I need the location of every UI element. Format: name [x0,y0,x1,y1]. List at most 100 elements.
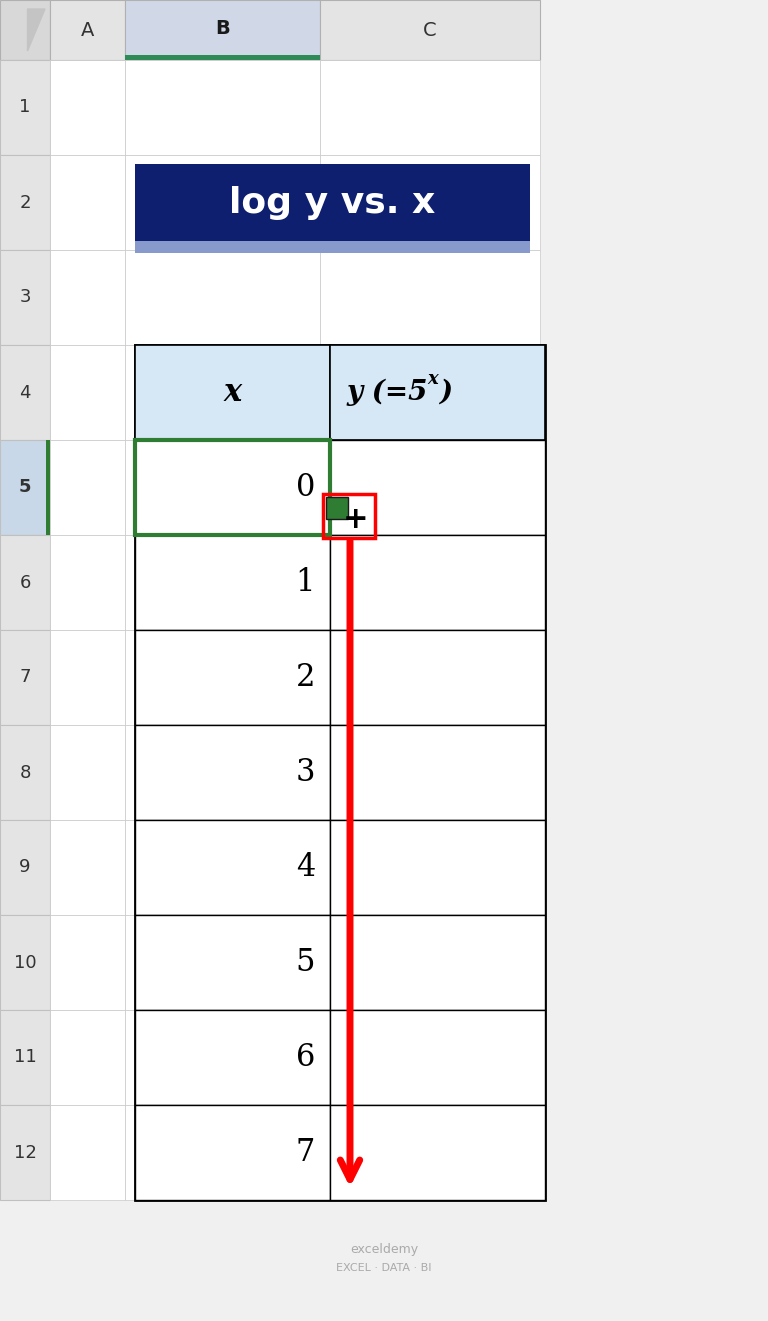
Polygon shape [28,9,45,52]
Text: C: C [423,21,437,40]
Bar [125,820,320,915]
Bar [320,535,540,630]
Text: 5: 5 [296,947,315,978]
Bar [125,535,320,630]
Text: 12: 12 [14,1144,36,1161]
Bar [330,1104,545,1199]
Bar [323,494,375,538]
Bar [125,155,320,250]
Bar [320,1104,540,1199]
Bar [125,0,320,59]
Bar [330,630,545,725]
Text: 1: 1 [296,567,315,598]
Text: EXCEL · DATA · BI: EXCEL · DATA · BI [336,1263,432,1273]
Bar [46,440,50,535]
Text: 5: 5 [18,478,31,497]
Bar [125,55,320,59]
Bar [320,345,540,440]
Bar [135,1104,330,1199]
Text: x: x [428,370,439,388]
Text: 1: 1 [19,99,31,116]
Text: ): ) [439,379,452,406]
Bar [320,250,540,345]
Bar [50,440,125,535]
Bar [125,915,320,1011]
Bar [320,440,540,535]
Bar [330,725,545,820]
Bar [50,1104,125,1199]
Bar [50,915,125,1011]
Bar [320,915,540,1011]
Bar [50,155,125,250]
Text: exceldemy: exceldemy [350,1243,418,1256]
Text: 3: 3 [19,288,31,306]
Bar [320,155,540,250]
Text: 3: 3 [296,757,315,789]
Bar [50,345,125,440]
Bar [135,440,330,535]
Text: 8: 8 [19,764,31,782]
Text: 9: 9 [19,859,31,877]
Bar [50,725,125,820]
Text: 4: 4 [19,383,31,402]
Bar [320,725,540,820]
Bar [0,155,50,250]
Bar [135,240,530,254]
Bar [135,345,545,1199]
Bar [326,497,348,519]
Bar [135,1011,330,1104]
Bar [50,535,125,630]
Bar [0,535,50,630]
Bar [125,440,320,535]
Text: 4: 4 [296,852,315,882]
Bar [320,0,540,59]
Bar [0,440,50,535]
Bar [330,820,545,915]
Bar [330,915,545,1011]
Bar [0,345,50,440]
Bar [125,345,320,440]
Bar [135,915,330,1011]
Bar [0,1011,50,1104]
Text: 10: 10 [14,954,36,971]
Text: 2: 2 [19,193,31,211]
Text: 2: 2 [296,662,315,694]
Bar [0,250,50,345]
Text: log y vs. x: log y vs. x [230,185,435,219]
Bar [50,630,125,725]
Text: x: x [223,376,242,408]
Bar [320,630,540,725]
Bar [125,1011,320,1104]
Bar [125,1104,320,1199]
Bar [125,725,320,820]
Text: y (=5: y (=5 [346,379,428,406]
Bar [135,820,330,915]
Bar [0,59,50,155]
Bar [320,59,540,155]
Bar [0,1104,50,1199]
Bar [125,630,320,725]
Bar [125,250,320,345]
Text: 7: 7 [296,1137,315,1168]
Bar [135,725,330,820]
Bar [135,630,330,725]
Bar [50,1011,125,1104]
Bar [135,164,530,240]
Text: 0: 0 [296,472,315,503]
Bar [50,820,125,915]
Bar [135,345,330,440]
Bar [135,535,330,630]
Bar [320,820,540,915]
Bar [0,0,50,59]
Bar [320,1011,540,1104]
Text: 6: 6 [296,1042,315,1073]
Text: B: B [215,18,230,37]
Text: 6: 6 [19,573,31,592]
Bar [0,820,50,915]
Text: A: A [81,21,94,40]
Bar [330,345,545,440]
Bar [50,59,125,155]
Bar [50,250,125,345]
Text: 7: 7 [19,668,31,687]
Bar [330,1011,545,1104]
